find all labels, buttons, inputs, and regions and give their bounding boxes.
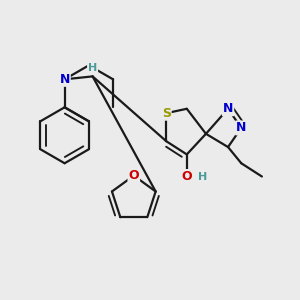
- Text: O: O: [128, 169, 139, 182]
- Text: S: S: [162, 107, 171, 120]
- Text: H: H: [198, 172, 208, 182]
- Text: N: N: [59, 73, 70, 86]
- Text: H: H: [88, 63, 97, 73]
- Text: O: O: [182, 170, 192, 183]
- Text: N: N: [223, 102, 233, 115]
- Text: N: N: [236, 122, 247, 134]
